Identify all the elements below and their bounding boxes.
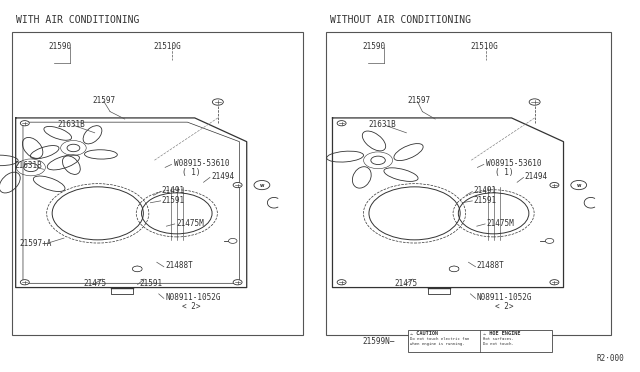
Circle shape — [67, 144, 80, 152]
Text: 21475: 21475 — [395, 279, 418, 288]
Text: 21590: 21590 — [363, 42, 386, 51]
Text: 21494: 21494 — [525, 172, 548, 181]
Text: 21510G: 21510G — [154, 42, 181, 51]
Circle shape — [233, 182, 242, 187]
Bar — [408, 330, 552, 352]
Circle shape — [212, 99, 223, 105]
Text: W08915-53610: W08915-53610 — [486, 159, 542, 168]
Circle shape — [550, 280, 559, 285]
Text: w: w — [577, 183, 581, 187]
Text: ⚠ CAUTION: ⚠ CAUTION — [410, 331, 438, 336]
Circle shape — [337, 280, 346, 285]
Text: < 2>: < 2> — [182, 302, 201, 311]
Text: 21488T: 21488T — [165, 262, 193, 270]
Text: 21475M: 21475M — [486, 219, 514, 228]
Circle shape — [233, 280, 242, 285]
Circle shape — [545, 238, 554, 243]
Text: 21591: 21591 — [162, 196, 185, 205]
Circle shape — [24, 163, 38, 171]
Bar — [12, 32, 303, 335]
Circle shape — [337, 121, 346, 126]
Text: WITH AIR CONDITIONING: WITH AIR CONDITIONING — [16, 15, 140, 25]
Text: 21475: 21475 — [83, 279, 106, 288]
Text: WITHOUT AIR CONDITIONING: WITHOUT AIR CONDITIONING — [330, 15, 470, 25]
Text: 21597+A: 21597+A — [19, 239, 52, 248]
Text: 21599N—: 21599N— — [363, 337, 396, 346]
Circle shape — [449, 266, 459, 272]
Text: N08911-1052G: N08911-1052G — [165, 293, 221, 302]
Text: 21590: 21590 — [48, 42, 71, 51]
Text: Do not touch electric fan
when engine is running.: Do not touch electric fan when engine is… — [410, 337, 470, 346]
Circle shape — [571, 180, 587, 190]
Text: 21597: 21597 — [93, 96, 116, 105]
Circle shape — [254, 180, 270, 190]
Text: 21631B: 21631B — [368, 120, 396, 129]
Circle shape — [20, 121, 29, 126]
Text: 21488T: 21488T — [477, 262, 504, 270]
Text: Hot surfaces.
Do not touch.: Hot surfaces. Do not touch. — [483, 337, 513, 346]
Text: 21494: 21494 — [211, 172, 234, 181]
Circle shape — [20, 280, 29, 285]
Text: 21591: 21591 — [474, 196, 497, 205]
Circle shape — [550, 182, 559, 187]
Text: R2·000: R2·000 — [596, 354, 624, 363]
Text: 21631B: 21631B — [14, 161, 42, 170]
Circle shape — [132, 266, 142, 272]
Text: ⚠ HOE ENGINE: ⚠ HOE ENGINE — [483, 331, 520, 336]
Text: 21597: 21597 — [407, 96, 430, 105]
Circle shape — [228, 238, 237, 243]
Text: 21510G: 21510G — [470, 42, 498, 51]
Circle shape — [529, 99, 540, 105]
Text: 21631B: 21631B — [58, 120, 85, 129]
Text: 21491: 21491 — [474, 186, 497, 195]
Text: < 2>: < 2> — [495, 302, 513, 311]
Bar — [326, 32, 611, 335]
Text: ( 1): ( 1) — [495, 169, 513, 177]
Text: w: w — [260, 183, 264, 187]
Text: N08911-1052G: N08911-1052G — [477, 293, 532, 302]
Text: W08915-53610: W08915-53610 — [174, 159, 230, 168]
Text: 21475M: 21475M — [176, 219, 204, 228]
Circle shape — [371, 156, 385, 164]
Text: 21591: 21591 — [140, 279, 163, 288]
Text: 21491: 21491 — [162, 186, 185, 195]
Text: ( 1): ( 1) — [182, 169, 201, 177]
